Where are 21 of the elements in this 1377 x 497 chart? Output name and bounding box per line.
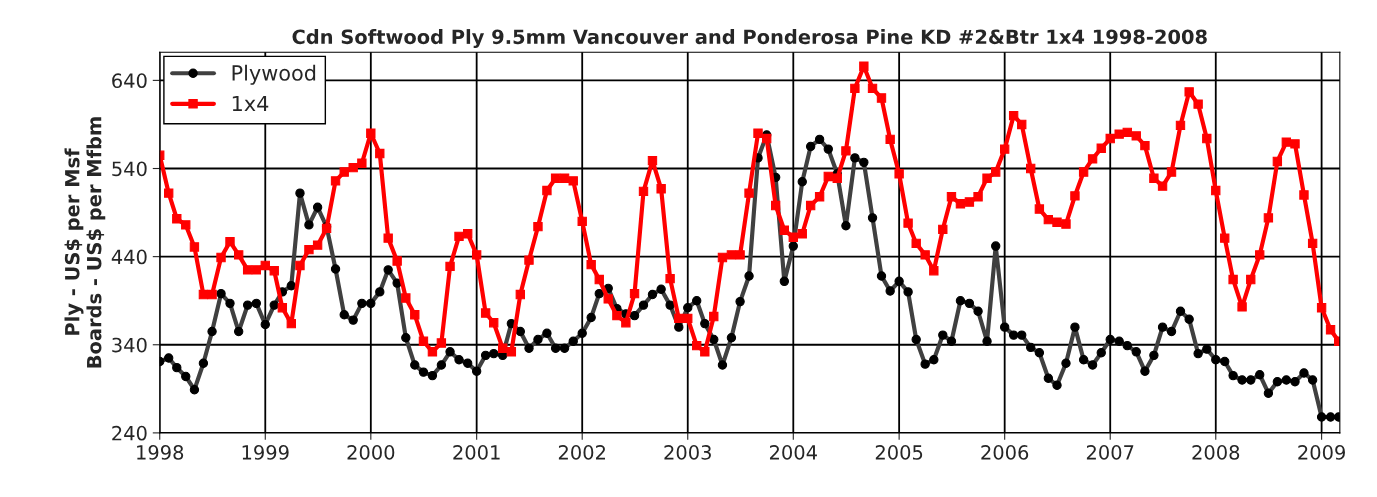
x-tick-label: 2005: [875, 445, 923, 460]
x-tick-label: 2003: [664, 445, 711, 460]
x-tick-label: 1999: [242, 445, 289, 460]
y-tick-label: 340: [112, 337, 147, 353]
x-tick-label: 2007: [1086, 445, 1134, 460]
x-tick-label: 2000: [347, 445, 395, 460]
x-tick-label: 2001: [453, 445, 500, 460]
x-tick-label: 1998: [137, 445, 184, 460]
x-tick-label: 2009: [1298, 445, 1345, 460]
legend-label: 1x4: [232, 95, 269, 112]
y-tick-label: 540: [112, 161, 147, 177]
legend-label: Plywood: [232, 64, 316, 85]
y-tick-label: 240: [112, 425, 147, 441]
x-tick-label: 2004: [769, 445, 817, 460]
y-tick-label: 440: [111, 249, 147, 265]
x-tick-label: 2008: [1192, 445, 1240, 460]
x-tick-label: 2002: [558, 445, 605, 460]
y-axis-title: Ply - US$ per Msf Boards - US$ per Mfbm: [64, 117, 106, 368]
y-tick-label: 640: [112, 73, 147, 89]
chart-title: Cdn Softwood Ply 9.5mm Vancouver and Ponderosa Pine KD #2&Btr 1x4 1998-2008: [292, 29, 1207, 49]
x-tick-label: 2006: [981, 445, 1029, 460]
